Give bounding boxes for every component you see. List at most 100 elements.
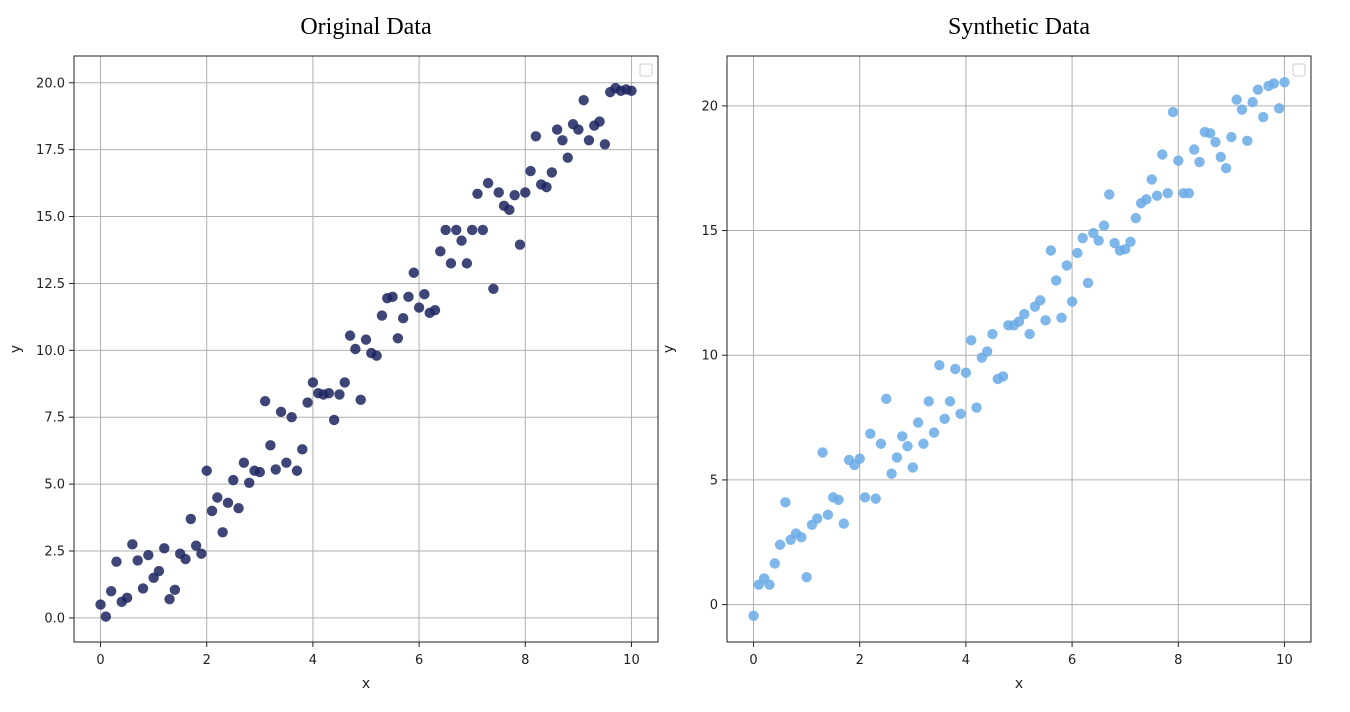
y-tick-label: 7.5 <box>44 411 65 426</box>
data-point <box>275 406 287 418</box>
data-point <box>764 579 775 590</box>
data-point <box>1279 76 1290 88</box>
data-point <box>514 239 526 250</box>
data-point <box>286 412 297 423</box>
data-point <box>1247 96 1258 108</box>
data-point <box>865 428 876 439</box>
data-point <box>328 414 340 426</box>
data-point <box>244 477 255 488</box>
data-point <box>493 187 504 198</box>
data-point <box>796 532 807 543</box>
data-point <box>966 335 977 346</box>
data-point <box>520 187 531 198</box>
data-point <box>939 413 950 425</box>
data-point <box>196 548 207 559</box>
y-tick-label: 15.0 <box>36 210 65 225</box>
chart-title-synthetic: Synthetic Data <box>948 14 1090 40</box>
y-axis-label: y <box>8 345 24 353</box>
data-point <box>1157 149 1168 160</box>
data-point <box>1104 189 1115 200</box>
data-point <box>413 302 425 313</box>
data-point <box>525 165 536 177</box>
data-point <box>180 553 191 565</box>
data-point <box>201 465 212 476</box>
data-point <box>466 224 478 236</box>
data-point <box>127 539 138 550</box>
data-point <box>971 402 982 413</box>
data-point <box>1141 194 1152 205</box>
data-point <box>1088 227 1099 239</box>
data-point <box>997 371 1009 382</box>
x-tick-label: 0 <box>749 653 757 668</box>
data-point <box>955 408 966 420</box>
data-point <box>1268 78 1280 89</box>
data-point <box>1130 212 1142 224</box>
data-point <box>822 509 834 521</box>
data-point <box>812 513 823 524</box>
data-point <box>1273 103 1285 114</box>
data-point <box>132 555 143 566</box>
data-point <box>1077 232 1088 244</box>
data-point <box>1098 220 1110 231</box>
x-axis-label: x <box>362 676 370 692</box>
data-point <box>408 267 419 278</box>
data-point <box>392 333 404 344</box>
x-tick-label: 10 <box>1276 653 1293 668</box>
data-point <box>1019 308 1030 320</box>
data-point <box>546 167 558 178</box>
data-point <box>429 305 441 316</box>
data-point <box>281 457 292 468</box>
data-point <box>419 288 430 300</box>
data-point <box>902 441 913 452</box>
data-point <box>1151 190 1163 201</box>
legend-box <box>1292 63 1306 77</box>
data-point <box>435 246 446 257</box>
data-point <box>360 334 372 345</box>
data-point <box>344 330 356 341</box>
data-point <box>881 393 892 405</box>
data-point <box>1215 151 1226 163</box>
data-point <box>1146 174 1157 185</box>
x-tick-label: 0 <box>96 653 104 668</box>
y-tick-label: 20 <box>701 99 718 114</box>
data-point <box>1093 235 1104 246</box>
data-point <box>355 394 366 406</box>
data-point <box>626 85 637 96</box>
x-tick-label: 6 <box>415 653 423 668</box>
data-point <box>1061 260 1072 271</box>
data-point <box>562 152 573 163</box>
data-point <box>1035 295 1046 306</box>
data-point <box>944 396 956 407</box>
data-point <box>594 116 605 127</box>
data-point <box>1204 128 1216 139</box>
data-point <box>217 527 228 538</box>
data-point <box>397 313 409 324</box>
data-point <box>291 465 303 476</box>
data-point <box>1162 187 1173 199</box>
data-point <box>451 224 462 236</box>
data-point <box>137 583 149 594</box>
data-point <box>302 397 313 408</box>
data-point <box>100 611 112 622</box>
x-tick-label: 10 <box>623 653 640 668</box>
data-point <box>233 503 244 514</box>
data-point <box>334 389 345 400</box>
data-point <box>838 518 849 529</box>
data-point <box>960 367 972 378</box>
data-point <box>228 474 239 486</box>
data-point <box>1252 84 1264 95</box>
data-point <box>1210 136 1221 148</box>
data-point <box>875 438 887 449</box>
y-tick-label: 5 <box>710 473 718 488</box>
x-tick-label: 2 <box>203 653 211 668</box>
data-point <box>376 310 388 321</box>
data-point <box>530 131 542 142</box>
data-point <box>169 584 181 596</box>
data-point <box>1066 296 1078 307</box>
data-point <box>185 513 196 525</box>
data-point <box>461 258 473 269</box>
data-point <box>1045 245 1057 256</box>
y-tick-label: 15 <box>701 224 718 239</box>
data-point <box>164 593 175 605</box>
